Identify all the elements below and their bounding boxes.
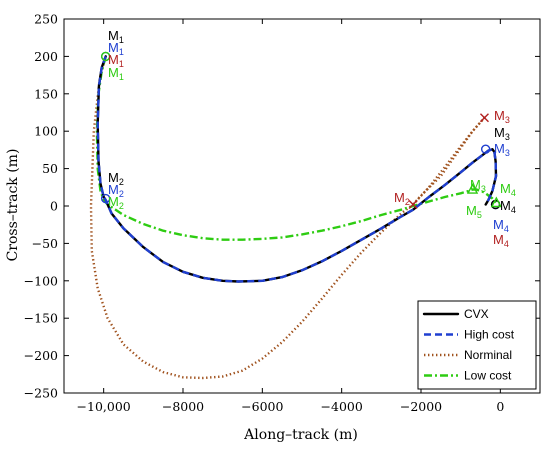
maneuver-label: M2 bbox=[108, 182, 124, 199]
cross-stroke bbox=[408, 200, 418, 209]
maneuver-label-letter: M bbox=[494, 125, 505, 140]
maneuver-label-letter: M bbox=[108, 194, 119, 209]
maneuver-label-subscript: 2 bbox=[119, 189, 124, 199]
maneuver-label: M3 bbox=[494, 108, 510, 125]
maneuver-label-subscript: 4 bbox=[504, 224, 509, 234]
legend-label: High cost bbox=[464, 328, 515, 342]
maneuver-marker-m2 bbox=[100, 193, 111, 204]
maneuver-marker-m3-nominal bbox=[479, 113, 489, 123]
maneuver-label-letter: M bbox=[494, 108, 505, 123]
maneuver-label: M2 bbox=[108, 194, 124, 211]
maneuver-label-subscript: 5 bbox=[477, 210, 482, 220]
legend-label: CVX bbox=[464, 307, 489, 321]
maneuver-label-subscript: 3 bbox=[481, 184, 486, 194]
maneuver-label-subscript: 2 bbox=[119, 177, 124, 187]
y-tick-label: −150 bbox=[24, 311, 58, 326]
maneuver-label-letter: M bbox=[470, 177, 481, 192]
cross-stroke bbox=[479, 113, 489, 123]
x-tick-label: 0 bbox=[496, 399, 504, 414]
maneuver-label: M3 bbox=[494, 125, 510, 142]
series-line-cvx bbox=[96, 55, 498, 283]
y-tick-label: 250 bbox=[34, 12, 58, 27]
maneuver-label-letter: M bbox=[108, 65, 119, 80]
y-axis-ticks: 250 200 150 100 50 0 −50 −100 −150 −200 −250 bbox=[24, 12, 540, 401]
x-tick-label: −8000 bbox=[162, 399, 204, 414]
maneuver-label-subscript: 1 bbox=[119, 72, 124, 82]
maneuver-label-subscript: 2 bbox=[119, 201, 124, 211]
maneuver-label-letter: M bbox=[108, 52, 119, 67]
legend: CVX High cost Norminal Low cost bbox=[417, 300, 537, 390]
maneuver-label-subscript: 3 bbox=[505, 115, 510, 125]
maneuver-label: M2 bbox=[108, 170, 124, 187]
maneuver-label-letter: M bbox=[108, 170, 119, 185]
x-tick-label: −10,000 bbox=[77, 399, 131, 414]
maneuver-label: M4 bbox=[493, 232, 509, 249]
maneuver-label-letter: M bbox=[108, 182, 119, 197]
maneuver-label: M4 bbox=[493, 217, 509, 234]
maneuver-marker-m3-low bbox=[466, 183, 479, 194]
y-tick-label: 200 bbox=[34, 49, 58, 64]
maneuver-label-letter: M bbox=[493, 232, 504, 247]
maneuver-label-letter: M bbox=[394, 190, 405, 205]
maneuver-label-letter: M bbox=[500, 198, 511, 213]
y-tick-label: −200 bbox=[24, 348, 58, 363]
maneuver-label-subscript: 4 bbox=[511, 205, 516, 215]
maneuver-label-subscript: 4 bbox=[511, 188, 516, 198]
maneuver-label: M4 bbox=[500, 198, 516, 215]
maneuver-label: M5 bbox=[466, 203, 482, 220]
maneuver-marker-m4-low bbox=[490, 196, 503, 208]
legend-label: Norminal bbox=[464, 348, 512, 362]
maneuver-label: M1 bbox=[108, 40, 124, 57]
maneuver-label-subscript: 3 bbox=[505, 148, 510, 158]
maneuver-marker-m1-low bbox=[100, 51, 111, 62]
x-axis-ticks: −10,000 −8000 −6000 −4000 −2000 0 bbox=[77, 19, 504, 414]
maneuver-label-subscript: 2 bbox=[405, 197, 410, 207]
y-tick-label: −100 bbox=[24, 273, 58, 288]
y-tick-label: 0 bbox=[50, 199, 58, 214]
y-axis-title: Cross–track (m) bbox=[5, 149, 21, 262]
maneuver-label-letter: M bbox=[466, 203, 477, 218]
y-tick-label: −50 bbox=[32, 236, 58, 251]
maneuver-label-letter: M bbox=[494, 141, 505, 156]
legend-label: Low cost bbox=[464, 369, 512, 383]
x-tick-label: −2000 bbox=[400, 399, 442, 414]
maneuver-label-letter: M bbox=[500, 181, 511, 196]
maneuver-label: M1 bbox=[108, 28, 124, 45]
series-line-high-cost bbox=[96, 55, 498, 283]
maneuver-marker-m3 bbox=[480, 144, 491, 154]
series-line-low-cost bbox=[95, 56, 498, 241]
maneuver-label: M3 bbox=[494, 141, 510, 158]
y-tick-label: 100 bbox=[34, 124, 58, 139]
x-axis-title: Along–track (m) bbox=[243, 427, 358, 443]
y-tick-label: 150 bbox=[34, 86, 58, 101]
x-tick-label: −4000 bbox=[321, 399, 363, 414]
maneuver-marker-m2-nominal bbox=[408, 200, 418, 209]
maneuver-label: M2 bbox=[394, 190, 410, 207]
y-tick-label: −250 bbox=[24, 386, 58, 401]
maneuver-label-subscript: 1 bbox=[119, 47, 124, 57]
maneuver-markers bbox=[100, 51, 503, 210]
maneuver-label: M4 bbox=[500, 181, 516, 198]
y-tick-label: 50 bbox=[42, 161, 58, 176]
maneuver-label-subscript: 4 bbox=[504, 239, 509, 249]
maneuver-label: M3 bbox=[470, 177, 486, 194]
legend-box bbox=[417, 300, 537, 390]
maneuver-label-letter: M bbox=[493, 217, 504, 232]
maneuver-label-letter: M bbox=[108, 28, 119, 43]
maneuver-label-subscript: 1 bbox=[119, 35, 124, 45]
maneuver-label-subscript: 3 bbox=[505, 132, 510, 142]
maneuver-label-subscript: 1 bbox=[119, 59, 124, 69]
maneuver-label-letter: M bbox=[108, 40, 119, 55]
maneuver-label: M1 bbox=[108, 52, 124, 69]
x-tick-label: −6000 bbox=[241, 399, 283, 414]
maneuver-label: M1 bbox=[108, 65, 124, 82]
